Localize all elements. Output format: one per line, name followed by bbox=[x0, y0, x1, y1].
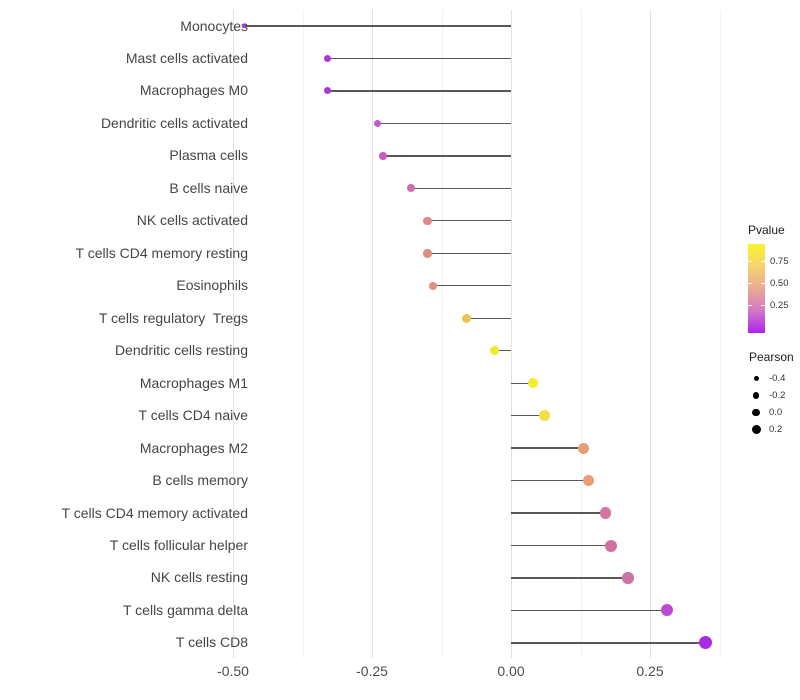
lollipop-stem bbox=[433, 285, 511, 287]
lollipop-stem bbox=[494, 350, 511, 352]
pearson-legend-label: -0.4 bbox=[769, 372, 786, 384]
lollipop-point bbox=[699, 636, 713, 650]
pearson-legend-dot bbox=[751, 425, 761, 435]
lollipop-stem bbox=[383, 155, 511, 157]
pearson-legend-label: 0.2 bbox=[769, 424, 783, 436]
pvalue-colorbar bbox=[748, 244, 765, 333]
y-axis-label: B cells naive bbox=[169, 179, 248, 196]
lollipop-stem bbox=[511, 609, 667, 612]
gridline-major bbox=[372, 10, 373, 658]
gridline-minor bbox=[441, 10, 443, 658]
lollipop-stem bbox=[427, 252, 511, 254]
y-axis-label: T cells regulatory Tregs bbox=[98, 309, 248, 326]
lollipop-point bbox=[528, 378, 539, 389]
lollipop-point bbox=[242, 24, 246, 28]
colorbar-tick bbox=[761, 260, 765, 262]
lollipop-stem bbox=[511, 544, 612, 547]
lollipop-stem bbox=[427, 220, 511, 222]
lollipop-point bbox=[379, 152, 387, 160]
lollipop-stem bbox=[327, 57, 511, 60]
lollipop-point bbox=[423, 249, 432, 258]
y-axis-label: Macrophages M1 bbox=[139, 374, 248, 391]
gridline-minor bbox=[719, 10, 721, 658]
colorbar-tick-label: 0.75 bbox=[770, 255, 789, 267]
colorbar-tick bbox=[748, 260, 752, 262]
x-tick-label: -0.25 bbox=[356, 663, 388, 679]
lollipop-point bbox=[462, 313, 472, 323]
y-axis-label: B cells memory bbox=[152, 472, 248, 489]
y-axis-label: Macrophages M0 bbox=[139, 82, 248, 99]
gridline-minor bbox=[302, 10, 304, 658]
lollipop-stem bbox=[511, 642, 706, 644]
gridline-major bbox=[511, 10, 512, 658]
lollipop-stem bbox=[511, 447, 584, 449]
y-axis-label: Macrophages M2 bbox=[139, 439, 248, 456]
lollipop-stem bbox=[511, 479, 589, 482]
lollipop-point bbox=[324, 54, 332, 62]
lollipop-point bbox=[583, 475, 595, 487]
lollipop-point bbox=[622, 572, 634, 584]
y-axis-label: T cells CD4 naive bbox=[138, 407, 248, 424]
lollipop-stem bbox=[377, 122, 511, 125]
lollipop-point bbox=[539, 410, 550, 421]
y-axis-label: Mast cells activated bbox=[125, 49, 248, 66]
lollipop-stem bbox=[327, 90, 511, 92]
x-tick-label: 0.25 bbox=[636, 663, 664, 679]
y-axis-label: Eosinophils bbox=[176, 277, 248, 294]
gridline-minor bbox=[580, 10, 582, 658]
y-axis-label: NK cells activated bbox=[136, 212, 248, 229]
lollipop-stem bbox=[511, 382, 534, 384]
lollipop-stem bbox=[410, 187, 511, 189]
lollipop-stem bbox=[466, 317, 511, 319]
y-axis-label: T cells gamma delta bbox=[122, 601, 248, 618]
y-axis-label: Plasma cells bbox=[169, 147, 248, 164]
gridline-major bbox=[650, 10, 651, 658]
pearson-legend-dot bbox=[752, 392, 760, 399]
lollipop-point bbox=[660, 604, 673, 617]
legend-pearson-title: Pearson bbox=[749, 350, 794, 364]
y-axis-label: Dendritic cells activated bbox=[100, 114, 248, 131]
pearson-legend-dot bbox=[753, 375, 759, 381]
colorbar-tick-label: 0.25 bbox=[770, 300, 789, 312]
y-axis-label: T cells CD8 bbox=[175, 634, 248, 651]
colorbar-tick bbox=[761, 305, 765, 307]
y-axis-label: T cells CD4 memory activated bbox=[61, 504, 248, 521]
lollipop-stem bbox=[244, 25, 511, 27]
y-axis-label: T cells CD4 memory resting bbox=[75, 244, 248, 261]
lollipop-stem bbox=[511, 512, 606, 514]
lollipop-point bbox=[599, 507, 612, 519]
y-axis-label: T cells follicular helper bbox=[109, 537, 248, 554]
lollipop-point bbox=[489, 345, 500, 356]
colorbar-tick bbox=[748, 282, 752, 284]
pearson-legend-label: -0.2 bbox=[769, 389, 786, 401]
x-tick-label: 0.00 bbox=[497, 663, 525, 679]
lollipop-stem bbox=[511, 577, 628, 579]
pearson-legend-label: 0.0 bbox=[769, 407, 783, 419]
legend-pvalue-title: Pvalue bbox=[748, 223, 785, 237]
y-axis-label: NK cells resting bbox=[150, 569, 248, 586]
colorbar-tick bbox=[748, 305, 752, 307]
lollipop-point bbox=[324, 87, 332, 95]
colorbar-tick bbox=[761, 282, 765, 284]
lollipop-point bbox=[428, 281, 438, 290]
x-tick-label: -0.50 bbox=[217, 663, 249, 679]
lollipop-point bbox=[373, 119, 382, 128]
lollipop-stem bbox=[511, 414, 545, 417]
gridline-major bbox=[233, 10, 234, 658]
colorbar-tick-label: 0.50 bbox=[770, 277, 789, 289]
pearson-legend-dot bbox=[752, 408, 760, 417]
lollipop-point bbox=[406, 184, 415, 193]
y-axis-label: Monocytes bbox=[180, 17, 248, 34]
lollipop-point bbox=[605, 539, 618, 552]
y-axis-label: Dendritic cells resting bbox=[114, 342, 248, 359]
lollipop-point bbox=[577, 442, 589, 454]
lollipop-point bbox=[423, 216, 432, 226]
